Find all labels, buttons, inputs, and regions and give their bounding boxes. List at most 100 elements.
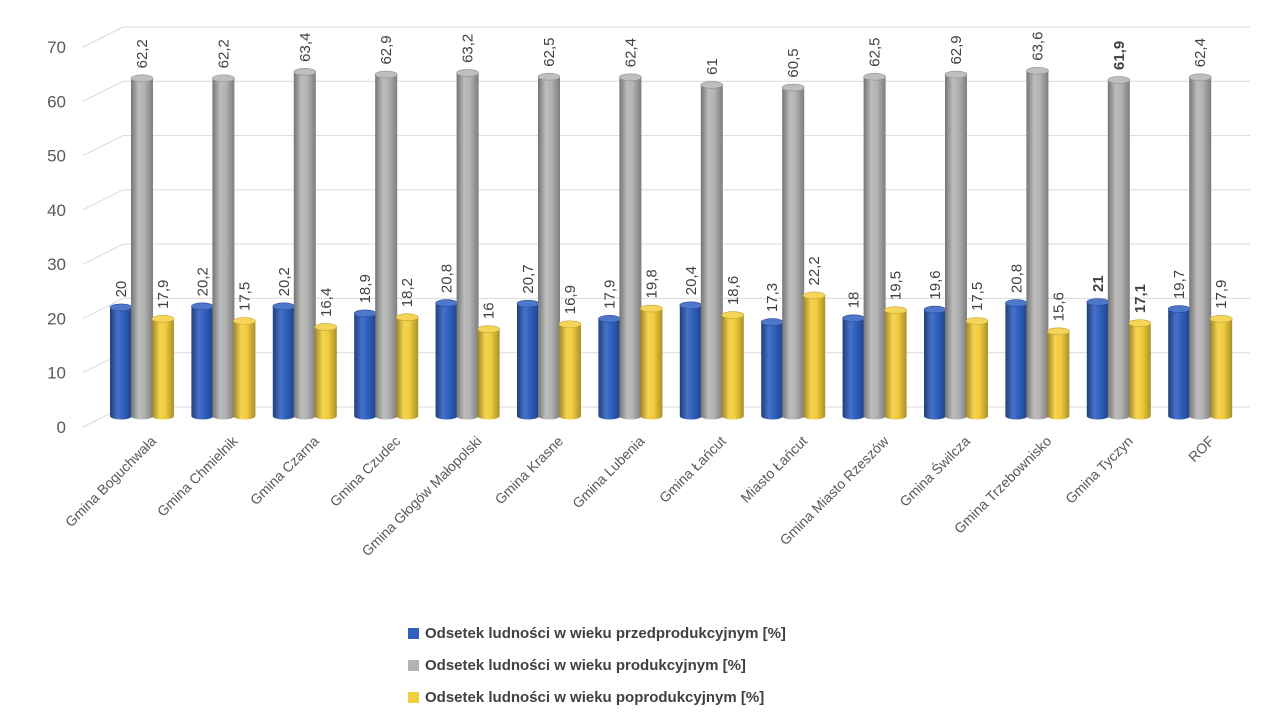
- bar-top-2-10: [965, 317, 989, 325]
- legend-swatch-working: [408, 659, 419, 671]
- legend-item-working: Odsetek ludności w wieku produkcyjnym [%…: [408, 654, 786, 676]
- x-tick-label: Gmina Czudec: [327, 433, 404, 510]
- data-label: 18: [846, 292, 863, 309]
- y-tick-label: 10: [47, 364, 66, 383]
- data-label: 19,5: [888, 271, 905, 300]
- bar-2-1: [233, 321, 256, 420]
- bar-top-0-3: [353, 309, 377, 318]
- x-tick-label: Gmina Świlcza: [896, 432, 974, 510]
- bar-0-9: [842, 318, 865, 420]
- bar-top-2-6: [640, 304, 663, 313]
- bar-top-0-8: [760, 318, 784, 326]
- bar-1-5: [538, 76, 560, 420]
- bar-0-4: [435, 303, 458, 420]
- bar-2-6: [640, 308, 663, 420]
- bar-top-1-8: [781, 83, 805, 92]
- bar-0-3: [354, 313, 377, 420]
- bar-2-13: [1210, 318, 1233, 420]
- bar-top-0-0: [109, 303, 133, 312]
- bar-0-0: [110, 307, 132, 420]
- bar-top-1-1: [212, 74, 235, 83]
- bar-top-0-11: [1005, 299, 1028, 307]
- data-label: 16,9: [562, 285, 579, 314]
- data-label: 21: [1090, 275, 1107, 292]
- data-label: 17,9: [155, 280, 172, 309]
- bar-1-13: [1189, 77, 1212, 420]
- y-tick-label: 0: [57, 418, 66, 437]
- bar-top-2-12: [1128, 319, 1152, 327]
- data-label: 63,6: [1029, 32, 1046, 61]
- x-tick-label: Gmina Boguchwała: [62, 433, 159, 530]
- bar-top-1-0: [130, 74, 154, 83]
- data-label: 62,4: [1192, 38, 1209, 67]
- data-label: 16,4: [318, 288, 335, 317]
- bar-top-0-10: [923, 305, 947, 314]
- bar-2-3: [396, 317, 419, 420]
- bar-0-10: [924, 309, 946, 420]
- bar-2-9: [884, 310, 907, 420]
- legend-item-post-working: Odsetek ludności w wieku poprodukcyjnym …: [408, 686, 786, 708]
- data-label: 20,7: [520, 264, 537, 293]
- data-label: 61,9: [1111, 41, 1128, 70]
- bar-1-7: [700, 84, 723, 420]
- data-label: 16: [481, 302, 498, 319]
- gridline: [82, 189, 1250, 211]
- bar-top-1-3: [374, 70, 398, 79]
- bar-top-0-1: [191, 302, 214, 311]
- bar-top-2-3: [395, 313, 419, 322]
- data-label: 62,9: [948, 35, 965, 64]
- bar-1-6: [619, 77, 642, 420]
- data-label: 17,9: [1213, 280, 1230, 309]
- bar-top-2-0: [151, 315, 175, 323]
- data-label: 61: [704, 58, 721, 75]
- bar-top-0-4: [435, 299, 458, 307]
- bar-top-1-4: [456, 69, 479, 77]
- bar-2-11: [1047, 331, 1070, 420]
- data-label: 18,2: [399, 278, 416, 307]
- data-label: 20,2: [276, 267, 293, 296]
- bars: [109, 66, 1233, 420]
- bar-top-0-7: [679, 301, 703, 310]
- data-label: 17,5: [969, 282, 986, 311]
- bar-top-2-8: [802, 291, 826, 300]
- data-label: 18,9: [357, 274, 374, 303]
- data-label: 63,2: [460, 34, 477, 63]
- data-label: 62,5: [867, 38, 884, 67]
- data-label: 62,5: [541, 38, 558, 67]
- bar-1-3: [375, 74, 398, 420]
- bar-1-8: [782, 87, 805, 420]
- data-label: 63,4: [297, 33, 314, 62]
- legend-item-pre-working: Odsetek ludności w wieku przedprodukcyjn…: [408, 622, 786, 644]
- gridline: [82, 297, 1250, 319]
- bar-0-1: [191, 306, 214, 420]
- bar-2-2: [314, 326, 337, 420]
- bar-top-1-7: [700, 81, 724, 89]
- x-tick-label: Gmina Chmielnik: [154, 432, 241, 519]
- x-tick-label: Miasto Łańcut: [737, 433, 810, 506]
- data-label: 19,6: [927, 270, 944, 299]
- bar-2-0: [152, 318, 174, 420]
- bar-top-1-11: [1026, 66, 1049, 75]
- bar-top-1-2: [293, 68, 317, 76]
- gridline: [82, 26, 1250, 48]
- bar-1-10: [945, 74, 967, 420]
- gridline: [82, 243, 1250, 265]
- bar-top-0-2: [272, 302, 296, 311]
- legend-label-pre-working: Odsetek ludności w wieku przedprodukcyjn…: [425, 624, 786, 642]
- data-label: 18,6: [725, 276, 742, 305]
- bar-top-2-13: [1209, 315, 1233, 323]
- data-label: 20,4: [683, 266, 700, 295]
- bar-0-7: [679, 305, 702, 420]
- bar-top-1-5: [537, 72, 561, 81]
- gridline: [82, 352, 1250, 374]
- data-label: 20: [113, 281, 130, 298]
- data-label: 62,9: [378, 35, 395, 64]
- bar-1-9: [863, 76, 886, 420]
- data-label: 20,2: [194, 267, 211, 296]
- bar-2-5: [559, 324, 581, 420]
- y-tick-label: 30: [47, 255, 66, 274]
- data-label: 17,1: [1132, 284, 1149, 313]
- data-label: 62,2: [215, 39, 232, 68]
- x-tick-label: ROF: [1185, 433, 1217, 465]
